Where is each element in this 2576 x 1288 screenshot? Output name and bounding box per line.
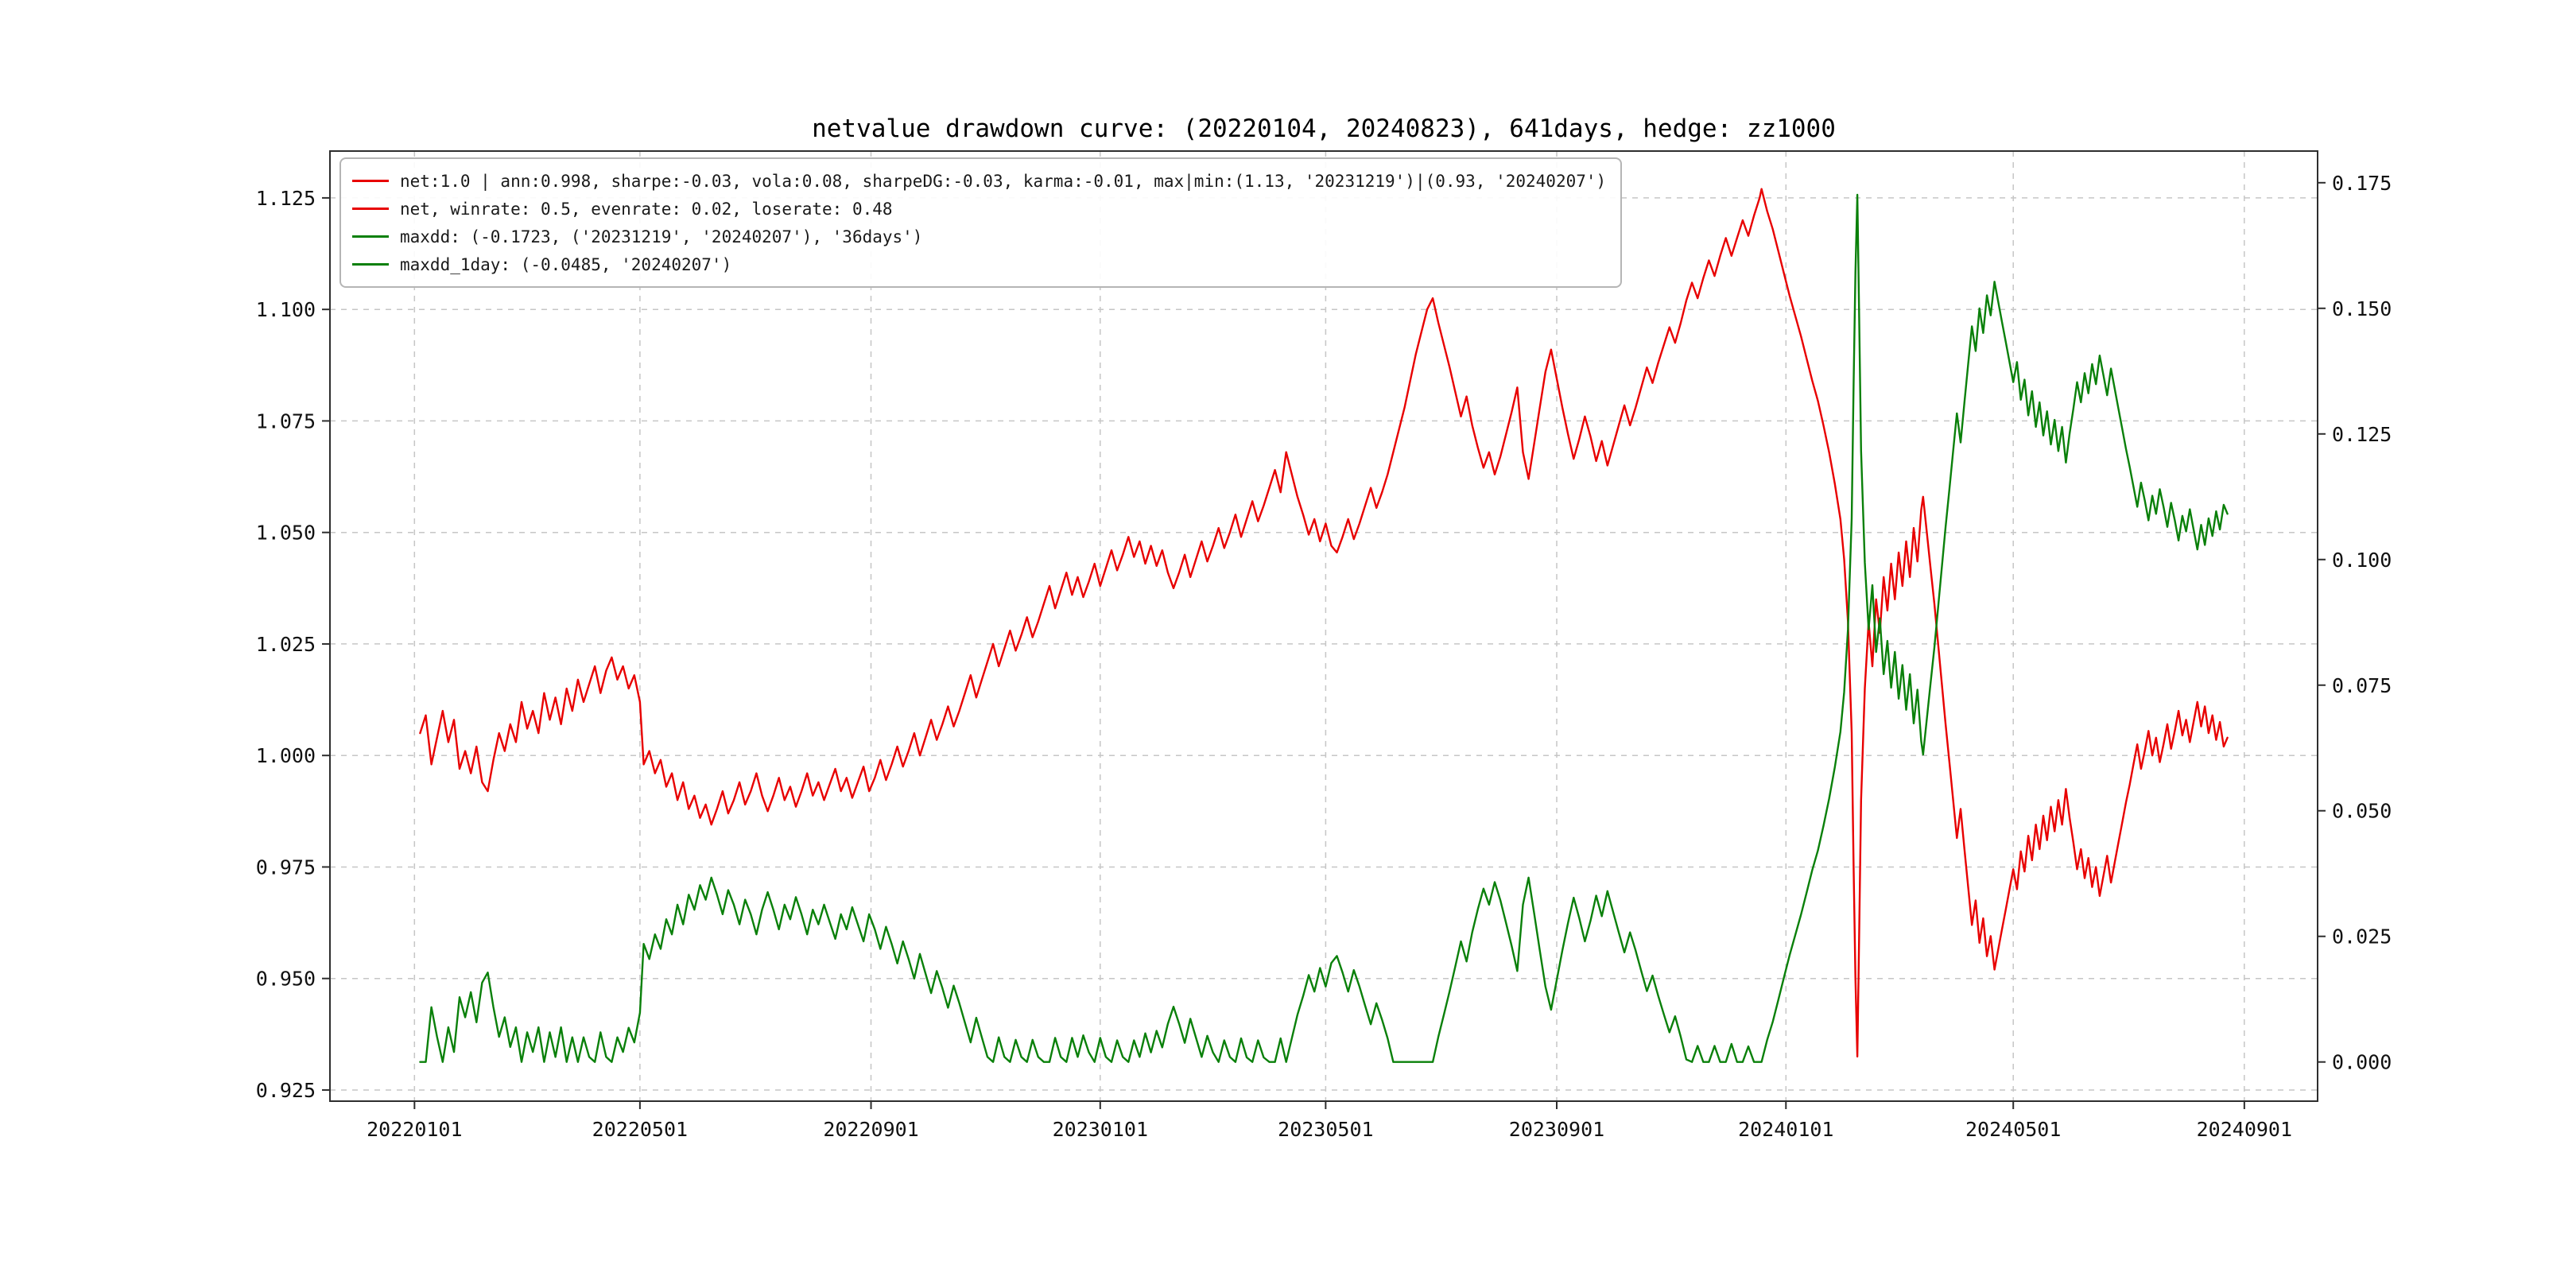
right-tick-label: 0.100 [2332,549,2392,572]
legend-item-net-winrate: net, winrate: 0.5, evenrate: 0.02, loser… [352,195,1606,223]
right-tick-label: 0.175 [2332,172,2392,195]
legend-item-maxdd-1day: maxdd_1day: (-0.0485, '20240207') [352,250,1606,278]
x-tick-label: 20240901 [2197,1118,2292,1141]
right-tick-label: 0.150 [2332,297,2392,320]
x-tick-label: 20240501 [1965,1118,2061,1141]
x-tick-label: 20220501 [592,1118,688,1141]
right-tick-label: 0.050 [2332,800,2392,823]
series-group [419,188,2229,1063]
x-tick-label: 20230101 [1053,1118,1148,1141]
left-tick-label: 1.125 [256,187,316,210]
legend-label-maxdd-1day: maxdd_1day: (-0.0485, '20240207') [400,254,732,274]
maxdd-swatch [352,235,389,238]
x-tick-label: 20220101 [367,1118,462,1141]
x-tick-label: 20220901 [823,1118,918,1141]
legend-box: net:1.0 | ann:0.998, sharpe:-0.03, vola:… [339,157,1623,288]
right-tick-label: 0.125 [2332,423,2392,446]
left-tick-label: 0.925 [256,1079,316,1102]
tick-labels: 20220101 20220501 20220901 20230101 20230501… [256,172,2392,1141]
tick-marks [322,181,2326,1109]
net-line [419,188,2229,1058]
left-tick-label: 1.025 [256,633,316,656]
chart-title: netvalue drawdown curve: (20220104, 2024… [812,114,1836,143]
maxdd-line [419,193,2229,1063]
x-tick-label: 20240101 [1738,1118,1833,1141]
plot-border [329,150,2318,1102]
left-tick-label: 1.075 [256,409,316,433]
net-winrate-swatch [352,208,389,210]
legend-item-maxdd: maxdd: (-0.1723, ('20231219', '20240207'… [352,223,1606,250]
left-tick-label: 0.950 [256,968,316,991]
legend-label-maxdd: maxdd: (-0.1723, ('20231219', '20240207'… [400,227,923,246]
gridlines [330,151,2318,1101]
legend-item-net-stats: net:1.0 | ann:0.998, sharpe:-0.03, vola:… [352,167,1606,195]
left-tick-label: 1.100 [256,298,316,321]
left-tick-label: 1.050 [256,522,316,545]
right-tick-label: 0.000 [2332,1051,2392,1074]
x-tick-label: 20230501 [1278,1118,1373,1141]
legend-label-net-winrate: net, winrate: 0.5, evenrate: 0.02, loser… [400,199,893,219]
left-tick-label: 1.000 [256,744,316,767]
right-tick-label: 0.075 [2332,674,2392,697]
left-tick-label: 0.975 [256,855,316,879]
x-tick-label: 20230901 [1509,1118,1604,1141]
right-tick-label: 0.025 [2332,925,2392,949]
maxdd-1day-swatch [352,263,389,266]
legend-label-net-stats: net:1.0 | ann:0.998, sharpe:-0.03, vola:… [400,171,1607,191]
net-line-swatch [352,180,389,182]
